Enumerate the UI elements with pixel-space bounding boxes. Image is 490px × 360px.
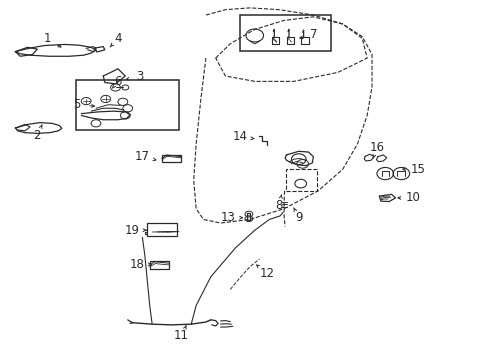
Text: 15: 15 xyxy=(411,163,426,176)
Bar xyxy=(150,261,169,269)
Text: 8: 8 xyxy=(275,199,283,212)
Bar xyxy=(162,154,181,162)
Text: 7: 7 xyxy=(310,28,317,41)
Text: 18: 18 xyxy=(130,258,145,271)
Text: 6: 6 xyxy=(114,75,122,88)
Text: 12: 12 xyxy=(260,267,274,280)
Text: 16: 16 xyxy=(369,141,385,154)
Bar xyxy=(76,80,179,130)
Text: 11: 11 xyxy=(174,329,189,342)
Bar xyxy=(240,15,331,51)
Text: 1: 1 xyxy=(43,32,51,45)
Text: 2: 2 xyxy=(34,129,41,142)
Bar xyxy=(147,224,176,236)
Bar xyxy=(286,169,318,191)
Text: 13: 13 xyxy=(220,211,235,224)
Text: 3: 3 xyxy=(136,69,144,82)
Text: 14: 14 xyxy=(233,130,247,144)
Text: 17: 17 xyxy=(135,150,150,163)
Text: 10: 10 xyxy=(406,192,421,204)
Text: 4: 4 xyxy=(114,32,122,45)
Text: 19: 19 xyxy=(125,224,140,237)
Text: 9: 9 xyxy=(295,211,302,224)
Text: 5: 5 xyxy=(73,98,80,111)
